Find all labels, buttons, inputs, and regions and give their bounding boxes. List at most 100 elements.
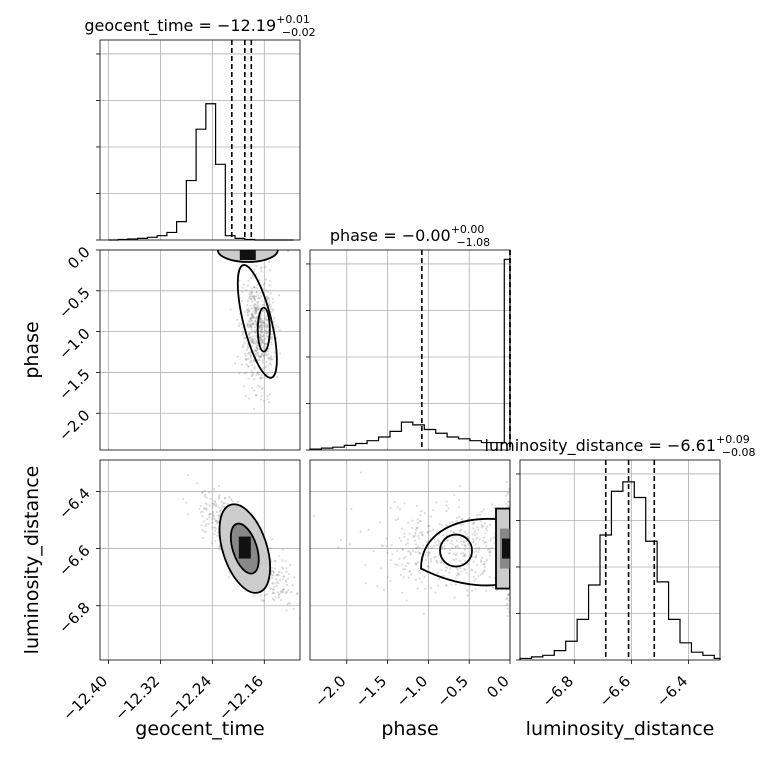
sample-point [296,592,299,595]
sample-point [255,310,258,313]
sample-point [488,554,492,557]
sample-point [251,312,254,315]
sample-point [254,308,257,311]
sample-point [431,528,435,531]
sample-point [458,484,461,487]
sample-point [466,563,469,566]
sample-point [259,320,262,324]
sample-point [455,552,458,555]
sample-point [406,561,409,565]
sample-point [447,552,451,555]
density-pair-0 [216,250,279,379]
sample-point [247,351,251,354]
sample-point [506,491,510,494]
sample-point [265,324,268,327]
sample-point [273,355,276,358]
sample-point [435,544,438,547]
sample-point [571,552,573,554]
sample-point [251,322,255,325]
sample-point [455,574,459,577]
sample-point [270,307,273,310]
sample-point [253,326,257,329]
sample-point [443,545,446,548]
sample-point [246,304,249,307]
sample-point [488,575,491,579]
sample-point [262,283,266,286]
sample-point [507,593,510,596]
sample-point [263,343,266,346]
sample-point [255,265,258,268]
sample-point [196,482,199,485]
sample-point [438,542,441,545]
sample-point [272,309,275,312]
sample-point [477,551,480,554]
sample-point [249,318,252,321]
sample-point [285,570,288,573]
sample-point [210,542,213,545]
sample-point [201,536,204,540]
sample-point [520,555,522,557]
sample-point [262,321,265,324]
sample-point [272,588,275,591]
sample-point [262,342,266,345]
sample-point [250,326,253,329]
sample-point [274,596,277,599]
sample-point [263,357,266,360]
sample-point [416,587,419,590]
sample-point [396,506,399,509]
sample-point [406,550,410,553]
sample-point [507,593,510,597]
sample-point [525,576,527,578]
sample-point [255,349,258,353]
tick-label-x-phase-2: −1.0 [393,672,431,710]
sample-point [243,337,246,340]
sample-point [538,572,540,574]
sample-point [479,513,482,517]
sample-point [276,591,280,594]
sample-point [406,542,409,545]
sample-point [246,324,249,328]
sample-point [218,516,221,519]
sample-point [398,536,401,540]
sample-point [244,354,247,358]
sample-point [252,310,255,313]
sample-point [403,535,406,538]
sample-point [423,511,427,514]
sample-point [267,330,270,333]
sample-point [312,515,315,518]
sample-point [527,539,529,541]
sample-point [449,549,452,552]
sample-point [406,538,410,541]
sample-point [270,538,274,541]
sample-point [270,357,273,361]
sample-point [207,522,210,526]
sample-point [289,563,292,567]
sample-point [251,300,254,303]
sample-point [462,554,465,558]
sample-point [247,279,250,282]
sample-point [262,321,265,324]
sample-point [256,351,259,354]
sample-point [246,284,249,287]
sample-point [481,571,484,574]
sample-point [256,370,260,374]
sample-point [430,546,434,550]
sample-point [263,321,266,324]
sample-point [247,311,250,314]
sample-point [265,289,268,292]
sample-point [248,295,251,298]
sample-point [261,338,264,342]
sample-point [427,565,430,568]
sample-point [256,305,259,308]
sample-point [186,473,189,477]
sample-point [467,536,470,539]
sample-point [253,342,256,345]
sample-point [260,599,263,602]
sample-point [267,347,270,350]
sample-point [425,551,428,554]
sample-point [250,317,253,320]
sample-point [212,488,216,491]
sample-point [464,544,467,547]
sample-point [475,537,478,541]
sample-point [260,326,263,329]
